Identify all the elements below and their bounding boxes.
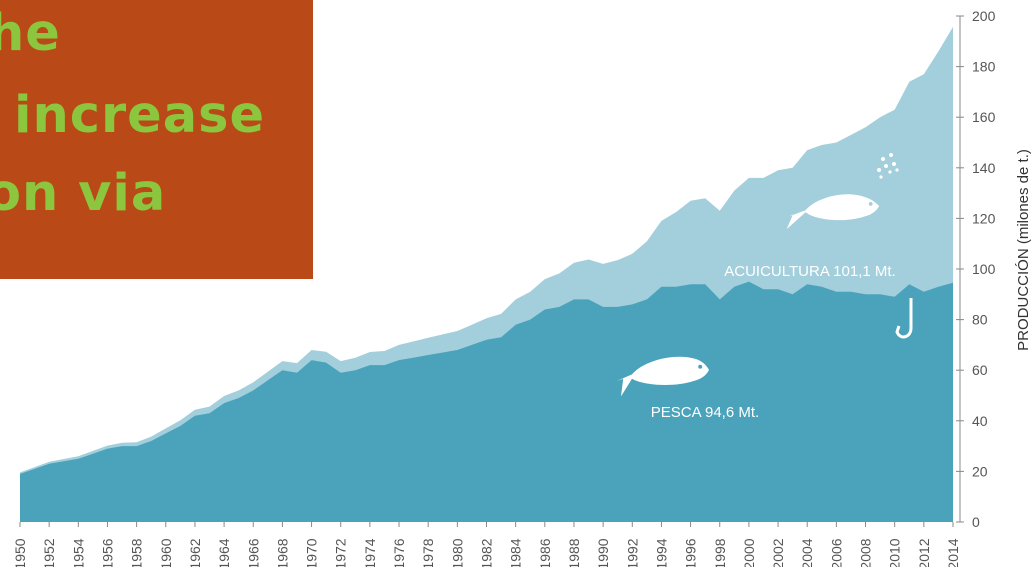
fish-icon-catch bbox=[616, 356, 709, 397]
x-tick-label: 1996 bbox=[683, 538, 699, 567]
x-tick-label: 1980 bbox=[449, 538, 465, 567]
y-axis: 0 20 40 60 80 100 120 140 160 180 200 bbox=[956, 8, 996, 530]
x-tick-label: 1976 bbox=[391, 538, 407, 567]
x-tick-label: 2000 bbox=[741, 538, 757, 567]
title-overlay-box: he increase on via bbox=[0, 0, 313, 279]
x-tick-label: 1958 bbox=[129, 538, 145, 567]
x-tick-label: 1984 bbox=[508, 538, 524, 567]
x-tick-label: 1968 bbox=[274, 538, 290, 567]
x-tick-label: 1986 bbox=[537, 538, 553, 567]
y-tick-label: 40 bbox=[972, 413, 988, 429]
x-tick-label: 1962 bbox=[187, 538, 203, 567]
y-axis-label: PRODUCCIÓN (milones de t.) bbox=[1015, 149, 1032, 351]
x-tick-label: 2010 bbox=[887, 538, 903, 567]
fishing-hook-icon bbox=[895, 298, 913, 339]
y-tick-label: 0 bbox=[972, 514, 980, 530]
x-tick-label: 1988 bbox=[566, 538, 582, 567]
x-tick-label: 2014 bbox=[945, 538, 961, 567]
x-tick-label: 2004 bbox=[799, 538, 815, 567]
x-tick-label: 1998 bbox=[712, 538, 728, 567]
x-tick-label: 2002 bbox=[770, 538, 786, 567]
y-tick-label: 140 bbox=[972, 160, 996, 176]
overlay-text-line-1: he bbox=[0, 4, 61, 63]
y-tick-label: 20 bbox=[972, 463, 988, 479]
x-tick-label: 1966 bbox=[245, 538, 261, 567]
y-tick-label: 100 bbox=[972, 261, 996, 277]
area-pesca bbox=[20, 281, 953, 522]
x-tick-label: 2006 bbox=[828, 538, 844, 567]
x-tick-label: 1960 bbox=[158, 538, 174, 567]
aquaculture-label: ACUICULTURA 101,1 Mt. bbox=[724, 263, 895, 280]
x-tick-label: 1994 bbox=[653, 538, 669, 567]
y-tick-label: 80 bbox=[972, 312, 988, 328]
x-tick-label: 1956 bbox=[99, 538, 115, 567]
y-tick-label: 160 bbox=[972, 109, 996, 125]
chart-illustrations bbox=[616, 153, 913, 397]
chart-areas bbox=[20, 26, 953, 523]
pesca-label: PESCA 94,6 Mt. bbox=[651, 404, 759, 421]
x-tick-label: 1950 bbox=[12, 538, 28, 567]
x-tick-label: 1972 bbox=[333, 538, 349, 567]
x-axis: 1950 1952 1954 1956 1958 1960 1962 1964 1966 1968… bbox=[12, 522, 961, 567]
x-tick-label: 1982 bbox=[479, 538, 495, 567]
x-tick-label: 1992 bbox=[624, 538, 640, 567]
y-tick-label: 180 bbox=[972, 59, 996, 75]
x-tick-label: 1974 bbox=[362, 538, 378, 567]
x-tick-label: 1970 bbox=[304, 538, 320, 567]
x-tick-label: 1990 bbox=[595, 538, 611, 567]
x-tick-label: 2012 bbox=[916, 538, 932, 567]
overlay-text-line-3: on via bbox=[0, 164, 167, 223]
x-tick-label: 1954 bbox=[70, 538, 86, 567]
x-tick-label: 2008 bbox=[858, 538, 874, 567]
y-tick-label: 60 bbox=[972, 362, 988, 378]
y-tick-label: 120 bbox=[972, 210, 996, 226]
x-tick-label: 1978 bbox=[420, 538, 436, 567]
y-tick-label: 200 bbox=[972, 8, 996, 24]
x-tick-label: 1952 bbox=[41, 538, 57, 567]
fish-icon-aquaculture bbox=[786, 194, 880, 230]
x-tick-label: 1964 bbox=[216, 538, 232, 567]
overlay-text-line-2: increase bbox=[14, 86, 266, 145]
feed-pellets-icon bbox=[877, 153, 899, 179]
